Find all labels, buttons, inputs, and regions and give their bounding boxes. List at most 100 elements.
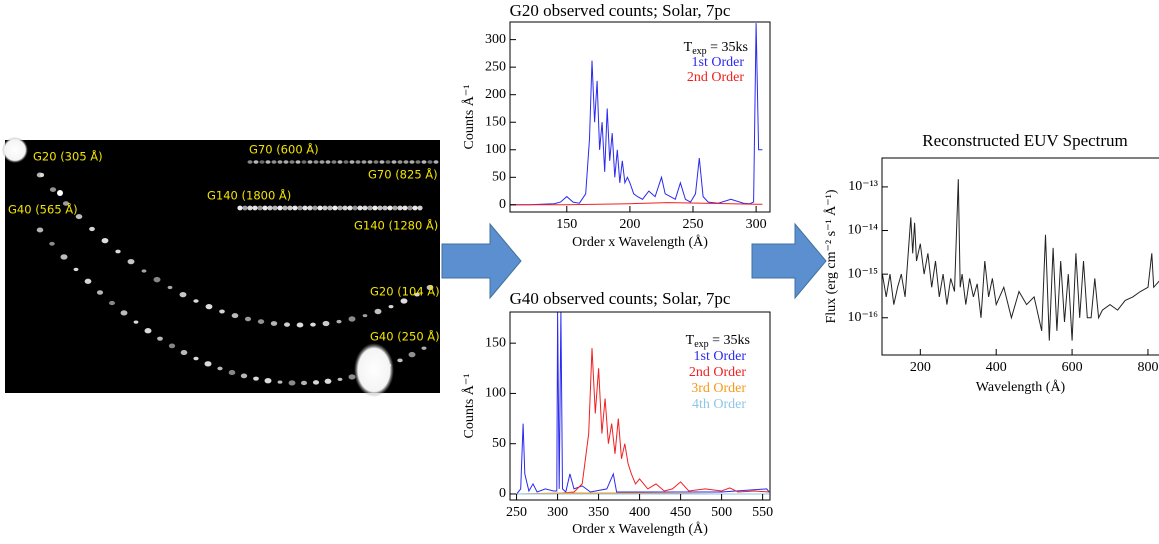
x-axis-label: Order x Wavelength (Å) [572,521,708,537]
trace-spot [115,249,121,254]
chart-title: Reconstructed EUV Spectrum [922,131,1128,150]
note-main: T [684,40,693,55]
trace-spot [348,316,356,322]
trace-spot [322,205,328,211]
arrow [751,222,827,300]
trace-spot [282,205,288,211]
y-tick-label: 10⁻¹⁵ [848,266,879,281]
x-tick-label: 250 [506,505,527,520]
trace-spot [289,160,295,164]
detector-label: G70 (825 Å) [368,167,438,182]
note-rest: = 35ks [707,40,748,55]
trace-spot [217,366,223,371]
trace-spot [362,314,368,318]
legend-note: Texp = 35ks [684,40,748,57]
trace-spot [193,356,199,361]
trace-spot [168,343,176,349]
trace-spot [252,205,258,211]
y-tick-label: 50 [492,436,506,451]
trace-spot [257,319,265,325]
y-axis-label: Counts Å⁻¹ [461,85,477,150]
y-tick-label: 300 [485,32,506,47]
y-tick-label: 10⁻¹⁴ [848,223,879,238]
trace-spot [242,205,248,211]
trace-spot [415,160,421,164]
y-tick-label: 0 [499,486,506,501]
trace-spot [264,378,272,384]
trace-spot [73,267,79,272]
trace-spot [302,205,308,211]
trace-spot [228,370,236,376]
trace-spot [283,160,289,164]
trace-spot [89,226,95,232]
trace-spot [120,310,128,316]
legend-entry: 2nd Order [687,70,744,85]
trace-spot [247,205,253,211]
series-line [516,312,770,495]
series-line [882,179,1159,341]
trace-spot [240,373,248,379]
detector-label: G140 (1800 Å) [207,188,291,203]
x-tick-label: 150 [556,217,577,232]
y-tick-label: 10⁻¹⁶ [848,310,879,325]
trace-spot [60,254,68,260]
trace-spot [377,205,383,211]
trace-spot [342,205,348,211]
chart: G40 observed counts; Solar, 7pc Order x W… [461,289,773,537]
y-tick-label: 50 [492,170,506,185]
trace-spot [362,205,368,211]
trace-spot [347,205,353,211]
y-tick-label: 10⁻¹³ [848,179,878,194]
trace-spot [349,160,355,164]
detector-image: G20 (305 Å) G70 (600 Å) G70 (825 Å) G140… [2,137,440,397]
trace-spot [259,160,265,164]
trace-spot [357,205,363,211]
trace-spot [382,205,388,211]
detector-label: G140 (1280 Å) [354,218,438,233]
x-tick-label: 800 [1137,360,1158,375]
trace-spot [337,377,343,382]
y-axis-label: Flux (erg cm⁻² s⁻¹ Å⁻¹) [823,189,839,323]
trace-spot [409,160,415,164]
note-sub: exp [692,46,706,57]
plot-frame [509,21,771,213]
x-tick-label: 300 [746,217,767,232]
trace-spot [355,160,361,164]
y-tick-label: 150 [485,335,506,350]
trace-spot [237,205,243,211]
legend-note: Texp = 35ks [686,333,750,350]
trace-spot [193,299,199,303]
x-tick-label: 600 [1062,360,1083,375]
trace-spot [144,328,152,334]
trace-spot [325,160,331,164]
x-axis-label: Wavelength (Å) [976,379,1066,395]
chart: G20 observed counts; Solar, 7pc Order x W… [461,1,771,250]
trace-spot [167,285,173,290]
trace-spot [180,350,188,356]
plot-frame [881,157,1159,356]
trace-spot [49,241,55,246]
trace-spot [421,160,427,164]
trace-spot [292,205,298,211]
trace-spot [277,380,283,384]
trace-spot [179,291,187,298]
trace-spot [267,205,273,211]
trace-spot [153,276,161,283]
trace-spot [205,304,213,310]
detector-label: G20 (104 Å) [370,284,440,299]
trace-spot [421,346,427,350]
y-tick-label: 100 [485,142,506,157]
trace-spot [301,160,307,164]
x-tick-label: 500 [711,505,732,520]
trace-spot [391,160,397,164]
trace-spot [307,160,313,164]
chart-title: G40 observed counts; Solar, 7pc [510,289,731,308]
trace-spot [96,290,104,295]
trace-spot [49,187,57,192]
trace-spot [324,378,332,384]
trace-spot [352,205,358,211]
trace-spot [372,205,378,211]
x-tick-label: 350 [588,505,609,520]
trace-spot [219,309,225,314]
